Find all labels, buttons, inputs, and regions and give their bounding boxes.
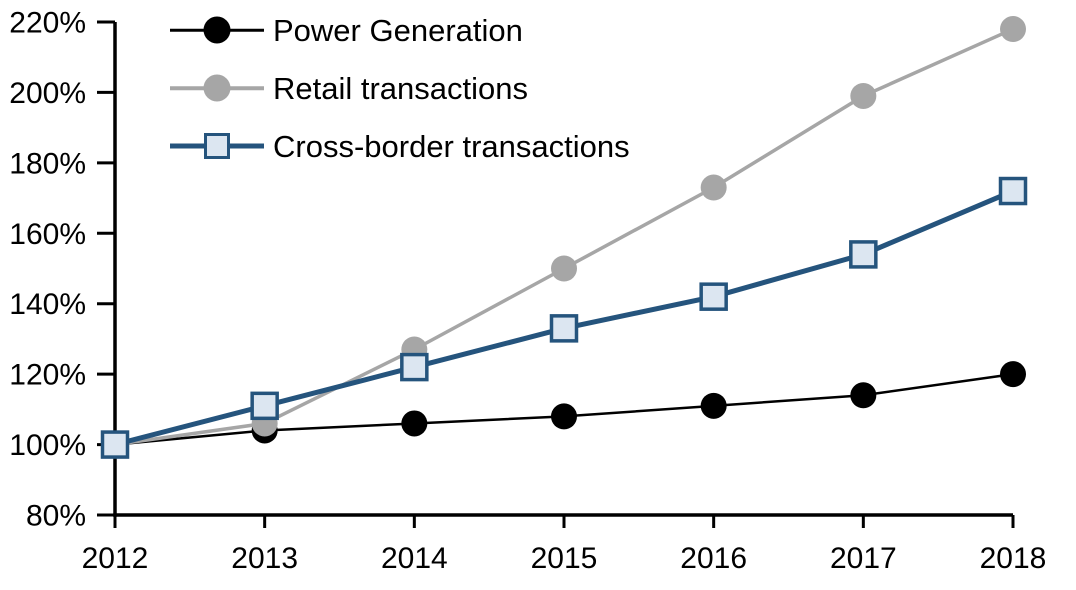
circle-marker-icon [203, 16, 231, 44]
x-tick-label: 2014 [381, 542, 448, 575]
y-tick-label: 200% [9, 77, 86, 110]
data-point-power-generation-2015 [551, 403, 577, 430]
series-cross-border-transactions [100, 176, 1028, 459]
x-tick-label: 2012 [82, 542, 149, 575]
legend-label: Power Generation [273, 12, 523, 48]
series-power-generation [102, 361, 1026, 458]
y-tick-label: 220% [9, 7, 86, 40]
chart-legend: Power Generation Retail transactions Cross… [170, 1, 630, 175]
data-point-power-generation-2018 [1000, 361, 1026, 388]
data-point-retail-transactions-2017 [850, 82, 877, 109]
legend-item-cross-border-transactions: Cross-border transactions [170, 117, 630, 175]
legend-item-power-generation: Power Generation [170, 1, 630, 59]
y-tick-label: 160% [9, 218, 86, 251]
data-point-cross-border-transactions-2013 [250, 391, 279, 421]
data-point-cross-border-transactions-2015 [549, 314, 579, 343]
y-tick-label: 120% [9, 359, 86, 392]
data-point-power-generation-2017 [850, 382, 877, 409]
data-point-cross-border-transactions-2016 [699, 282, 728, 311]
y-tick-label: 140% [9, 288, 86, 321]
data-point-retail-transactions-2016 [700, 174, 727, 201]
legend-label: Cross-border transactions [273, 128, 630, 164]
data-point-power-generation-2014 [401, 410, 428, 437]
y-tick-label: 80% [26, 500, 86, 533]
data-point-retail-transactions-2018 [1000, 16, 1026, 43]
x-tick-label: 2013 [231, 542, 298, 575]
data-point-power-generation-2016 [700, 392, 727, 419]
legend-label: Retail transactions [273, 70, 529, 106]
circle-marker-icon [203, 74, 231, 102]
legend-sample-retail-transactions [170, 72, 264, 104]
y-tick-label: 180% [9, 147, 86, 180]
x-tick-label: 2016 [680, 542, 747, 575]
data-point-cross-border-transactions-2014 [400, 352, 429, 382]
data-point-retail-transactions-2015 [551, 255, 577, 282]
data-point-cross-border-transactions-2018 [998, 176, 1028, 206]
y-tick-label: 100% [9, 429, 86, 462]
x-tick-label: 2018 [980, 542, 1047, 575]
legend-sample-cross-border-transactions [170, 130, 264, 162]
data-point-cross-border-transactions-2012 [100, 430, 130, 459]
x-tick-label: 2017 [830, 542, 897, 575]
legend-item-retail-transactions: Retail transactions [170, 59, 630, 117]
legend-sample-power-generation [170, 14, 264, 46]
data-point-cross-border-transactions-2017 [849, 240, 878, 269]
square-marker-icon [204, 133, 230, 159]
x-tick-label: 2015 [531, 542, 598, 575]
